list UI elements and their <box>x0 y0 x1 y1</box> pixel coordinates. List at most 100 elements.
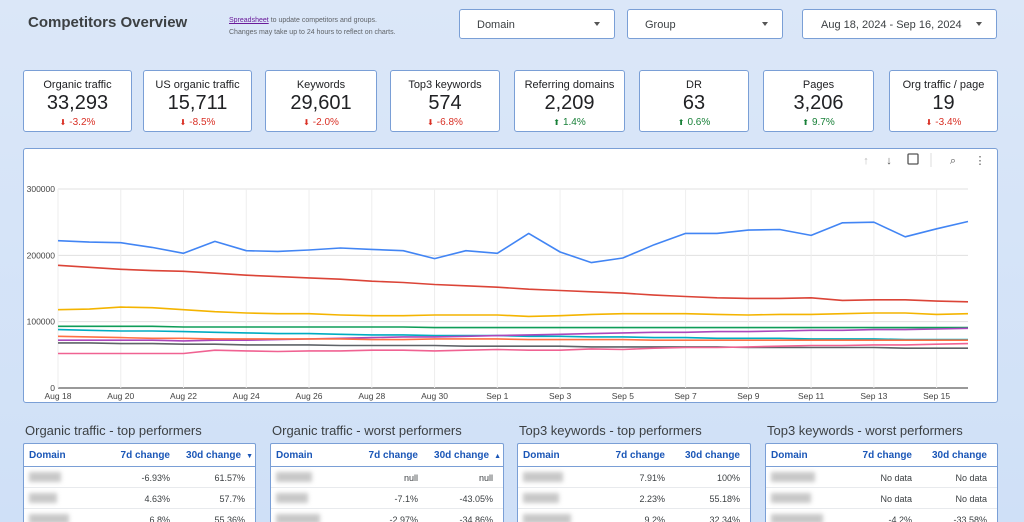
kpi-card: Org traffic / page 19 ⬇ -3.4% <box>889 70 998 132</box>
table-row: No data No data <box>766 488 997 509</box>
table-cell: 9.2% <box>644 515 665 522</box>
series-line <box>57 335 968 341</box>
blurred-domain <box>29 472 61 482</box>
dropdown[interactable]: Aug 18, 2024 - Sep 16, 2024 <box>802 9 997 39</box>
kpi-card: Referring domains 2,209 ⬆ 1.4% <box>514 70 625 132</box>
table-title: Top3 keywords - worst performers <box>767 423 963 438</box>
table-row: null null <box>271 467 503 488</box>
x-tick-label: Sep 13 <box>860 391 887 401</box>
table-row: No data No data <box>766 467 997 488</box>
y-tick-label: 0 <box>50 383 55 393</box>
kpi-change-row: ⬆ 1.4% <box>515 117 624 128</box>
column-header[interactable]: 7d change <box>120 450 170 461</box>
kpi-label: Org traffic / page <box>902 79 985 91</box>
series-line <box>58 325 968 329</box>
kpi-label: Top3 keywords <box>408 79 482 91</box>
column-header[interactable]: Domain <box>771 450 808 461</box>
table-cell: 57.7% <box>219 494 245 504</box>
sort-indicator: ▲ <box>494 453 501 460</box>
kpi-change-row: ⬇ -3.2% <box>24 117 131 128</box>
kpi-card: Top3 keywords 574 ⬇ -6.8% <box>390 70 500 132</box>
blurred-domain <box>276 514 320 522</box>
series-line <box>57 264 969 303</box>
column-header[interactable]: 7d change <box>368 450 418 461</box>
table-cell: No data <box>955 473 987 483</box>
table-title: Organic traffic - worst performers <box>272 423 462 438</box>
column-header[interactable]: 7d change <box>615 450 665 461</box>
kpi-change-row: ⬇ -2.0% <box>266 117 376 128</box>
table-row: 6.8% 55.36% <box>24 509 255 522</box>
arrow-up: ⬆ <box>677 118 685 127</box>
column-header[interactable]: Domain <box>276 450 313 461</box>
table-cell: 6.8% <box>149 515 170 522</box>
table-cell: -7.1% <box>394 494 418 504</box>
table-title: Top3 keywords - top performers <box>519 423 702 438</box>
x-tick-label: Sep 9 <box>737 391 759 401</box>
kpi-change: -8.5% <box>189 117 216 128</box>
x-tick-label: Aug 28 <box>358 391 385 401</box>
page-title: Competitors Overview <box>28 14 188 31</box>
blurred-domain <box>523 493 559 503</box>
dropdown[interactable]: Group <box>627 9 783 39</box>
arrow-down: ⬇ <box>303 118 310 127</box>
arrow-down: ⬇ <box>925 118 933 127</box>
arrow-down: ⬇ <box>179 118 187 127</box>
blurred-domain <box>771 472 815 482</box>
dropdown[interactable]: Domain <box>459 9 615 39</box>
toolbar-icon[interactable] <box>907 153 919 165</box>
x-tick-label: Aug 24 <box>233 391 260 401</box>
column-header[interactable]: 30d change <box>684 450 740 461</box>
column-header[interactable]: 30d change <box>931 450 987 461</box>
toolbar-icon[interactable]: ⋮ <box>975 155 986 167</box>
kpi-card: Organic traffic 33,293 ⬇ -3.2% <box>23 70 132 132</box>
note-text: to update competitors and groups. <box>270 17 377 24</box>
toolbar-icon[interactable]: ⌕ <box>950 155 956 167</box>
kpi-value: 33,293 <box>46 92 109 114</box>
table-cell: 61.57% <box>214 473 245 483</box>
spreadsheet-link[interactable]: Spreadsheet <box>229 17 269 24</box>
column-header[interactable]: 7d change <box>862 450 912 461</box>
kpi-label: DR <box>686 79 702 91</box>
table-cell: 55.36% <box>214 515 245 522</box>
kpi-card: Keywords 29,601 ⬇ -2.0% <box>265 70 377 132</box>
table-row: -7.1% -43.05% <box>271 488 503 509</box>
column-header[interactable]: 30d change ▲ <box>434 450 501 461</box>
arrow-down: ⬇ <box>427 118 434 127</box>
toolbar-icon[interactable]: ↓ <box>886 155 892 167</box>
kpi-label: Organic traffic <box>43 79 112 91</box>
table-cell: -6.93% <box>141 473 170 483</box>
table-cell: 100% <box>716 473 740 483</box>
kpi-value: 29,601 <box>290 92 352 114</box>
column-header[interactable]: 30d change ▼ <box>186 450 253 461</box>
kpi-change-row: ⬇ -3.4% <box>890 117 997 128</box>
series-line <box>58 327 969 342</box>
table-cell: null <box>403 473 418 483</box>
x-tick-label: Sep 5 <box>612 391 634 401</box>
column-header[interactable]: Domain <box>29 450 66 461</box>
x-tick-label: Sep 7 <box>674 391 696 401</box>
blurred-domain <box>276 472 312 482</box>
blurred-domain <box>276 493 308 503</box>
x-tick-label: Aug 18 <box>45 391 72 401</box>
y-tick-label: 200000 <box>27 250 56 260</box>
kpi-change: -6.8% <box>436 117 463 128</box>
kpi-change-row: ⬆ 0.6% <box>640 117 748 128</box>
table-cell: -33.58% <box>953 515 987 522</box>
kpi-change: 9.7% <box>811 117 835 128</box>
toolbar-icon[interactable]: ↑ <box>863 155 869 167</box>
table-cell: -43.05% <box>459 494 493 504</box>
arrow-up: ⬆ <box>553 118 560 127</box>
table: Domain 7d change 30d change ▼ -6.93% 61.57% 4.… <box>23 443 256 522</box>
x-tick-label: Sep 15 <box>923 391 950 401</box>
table-cell: No data <box>880 473 912 483</box>
table-header: Domain 7d change 30d change ▼ <box>24 444 255 467</box>
column-header[interactable]: Domain <box>523 450 560 461</box>
blurred-domain <box>29 514 69 522</box>
table-row: 4.63% 57.7% <box>24 488 255 509</box>
table: Domain 7d change 30d change 7.91% 100% 2.23% 5… <box>517 443 751 522</box>
x-tick-label: Sep 1 <box>486 391 508 401</box>
table-cell: 32.34% <box>709 515 740 522</box>
series-line <box>58 342 969 355</box>
